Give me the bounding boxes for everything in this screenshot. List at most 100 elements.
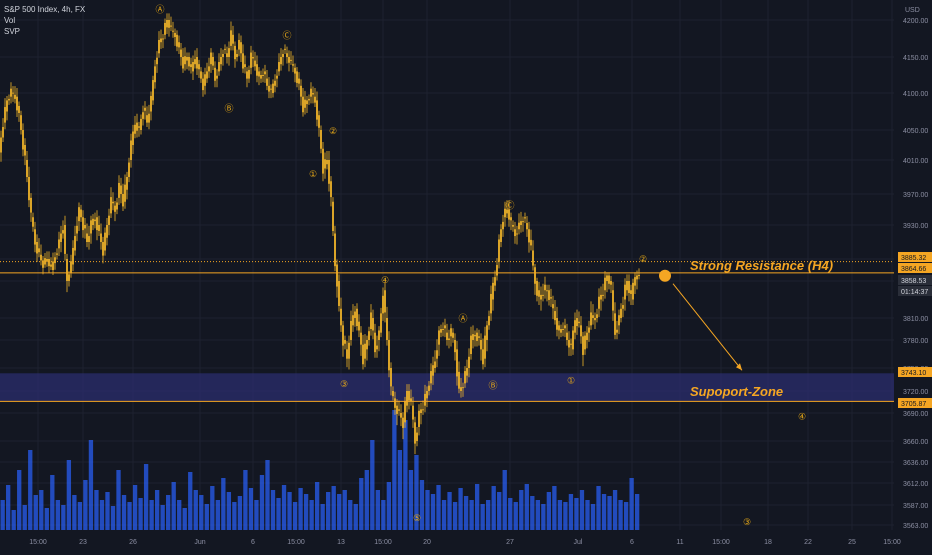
- candle-body: [158, 39, 160, 54]
- candle-body: [260, 75, 262, 79]
- volume-bar: [524, 484, 529, 530]
- volume-bar: [508, 498, 513, 530]
- candle-body: [124, 184, 126, 202]
- candle-body: [92, 218, 94, 225]
- candle-body: [154, 66, 156, 83]
- time-tick-label: Jul: [574, 539, 583, 546]
- candle-body: [58, 239, 60, 249]
- candle-body: [434, 361, 436, 368]
- volume-bar: [270, 490, 276, 530]
- candle-body: [404, 401, 406, 423]
- annotation-label[interactable]: Supoport-Zone: [690, 384, 783, 399]
- candle-body: [132, 131, 134, 145]
- candle-body: [574, 320, 576, 333]
- candle-body: [156, 57, 158, 65]
- volume-bar: [563, 502, 568, 530]
- candle-body: [616, 329, 618, 333]
- candle-body: [174, 32, 176, 38]
- candle-body: [50, 264, 52, 267]
- volume-bar: [149, 500, 154, 530]
- volume-bar: [441, 500, 447, 530]
- volume-bar: [414, 455, 419, 530]
- candle-body: [114, 205, 116, 212]
- candle-body: [84, 225, 86, 229]
- candle-body: [48, 259, 50, 267]
- volume-bar: [259, 475, 265, 530]
- time-axis-background: [0, 530, 932, 550]
- candle-body: [284, 48, 286, 50]
- candle-body: [532, 250, 534, 266]
- candle-body: [164, 22, 166, 35]
- price-tick-label: 4100.00: [903, 91, 928, 98]
- annotation-label[interactable]: Strong Resistance (H4): [690, 258, 833, 273]
- candle-body: [506, 209, 508, 214]
- volume-bar: [298, 488, 303, 530]
- candle-body: [412, 405, 414, 420]
- volume-bar: [497, 492, 502, 530]
- volume-bar: [303, 494, 309, 530]
- symbol-title[interactable]: S&P 500 Index, 4h, FX: [4, 5, 86, 14]
- volume-bar: [171, 482, 176, 530]
- candle-body: [608, 275, 610, 284]
- candle-body: [14, 94, 16, 99]
- time-tick-label: 15:00: [29, 539, 47, 546]
- candle-body: [224, 48, 226, 50]
- candle-body: [120, 185, 122, 194]
- wave-label: ②: [639, 254, 647, 264]
- volume-bar: [50, 475, 55, 530]
- candle-body: [376, 345, 378, 350]
- candle-body: [204, 74, 206, 86]
- volume-indicator-label[interactable]: Vol: [4, 16, 16, 25]
- volume-bar: [166, 495, 171, 530]
- volume-bar: [22, 505, 27, 530]
- candle-body: [338, 281, 340, 306]
- candle-body: [422, 409, 424, 411]
- volume-bar: [596, 486, 601, 530]
- candle-body: [454, 340, 456, 353]
- volume-bar: [403, 420, 408, 530]
- candle-body: [128, 162, 130, 177]
- candle-body: [438, 330, 440, 345]
- candle-body: [256, 64, 258, 76]
- candle-body: [480, 340, 482, 350]
- volume-bar: [204, 504, 209, 530]
- price-tag-box: [898, 286, 932, 296]
- svp-indicator-label[interactable]: SVP: [4, 27, 21, 36]
- volume-bar: [287, 492, 292, 530]
- candle-body: [64, 225, 66, 254]
- candle-body: [552, 304, 554, 309]
- price-tick-label: 3636.00: [903, 460, 928, 467]
- candle-body: [366, 340, 368, 350]
- candle-body: [494, 277, 496, 286]
- candle-body: [68, 274, 70, 281]
- candle-body: [444, 325, 446, 329]
- candle-body: [188, 57, 190, 67]
- candle-body: [584, 335, 586, 350]
- candle-body: [222, 54, 224, 57]
- candle-body: [512, 225, 514, 227]
- candle-body: [198, 64, 200, 70]
- projection-arrowhead: [736, 363, 742, 371]
- candle-body: [0, 137, 2, 153]
- candle-body: [564, 325, 566, 329]
- candle-body: [466, 368, 468, 376]
- candle-body: [118, 182, 120, 198]
- volume-bar: [342, 490, 347, 530]
- volume-bar: [138, 498, 143, 530]
- candle-body: [492, 282, 494, 300]
- price-tick-label: 3587.00: [903, 503, 928, 510]
- candle-body: [146, 115, 148, 123]
- candle-body: [258, 71, 260, 77]
- candle-body: [240, 42, 242, 54]
- candle-body: [170, 25, 172, 27]
- candle-body: [138, 126, 140, 128]
- candle-body: [42, 260, 44, 268]
- volume-bar: [430, 494, 436, 530]
- candle-body: [266, 78, 268, 86]
- candle-body: [448, 338, 450, 340]
- candle-body: [498, 239, 500, 262]
- candle-body: [622, 305, 624, 309]
- candle-body: [142, 112, 144, 119]
